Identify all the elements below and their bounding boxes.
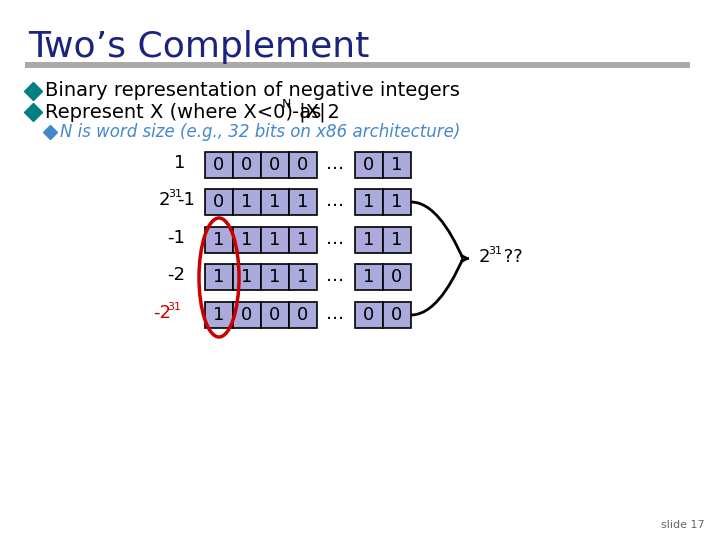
Text: 1: 1 bbox=[213, 231, 225, 249]
Text: 1: 1 bbox=[269, 268, 281, 286]
FancyBboxPatch shape bbox=[233, 152, 261, 178]
FancyBboxPatch shape bbox=[383, 152, 411, 178]
Text: -|X|: -|X| bbox=[292, 102, 325, 122]
Text: 1: 1 bbox=[241, 268, 253, 286]
FancyBboxPatch shape bbox=[205, 227, 233, 253]
Text: 1: 1 bbox=[213, 268, 225, 286]
Text: -2: -2 bbox=[153, 304, 171, 322]
Text: 1: 1 bbox=[391, 193, 402, 211]
Text: 31: 31 bbox=[167, 302, 181, 312]
Text: …: … bbox=[326, 230, 344, 248]
Text: Represent X (where X<0) as 2: Represent X (where X<0) as 2 bbox=[45, 103, 340, 122]
FancyBboxPatch shape bbox=[383, 302, 411, 328]
Text: N is word size (e.g., 32 bits on x86 architecture): N is word size (e.g., 32 bits on x86 arc… bbox=[60, 123, 460, 141]
Text: 0: 0 bbox=[241, 156, 253, 174]
FancyBboxPatch shape bbox=[205, 302, 233, 328]
Text: 0: 0 bbox=[213, 193, 225, 211]
Text: ??: ?? bbox=[498, 247, 523, 266]
Text: 1: 1 bbox=[297, 268, 309, 286]
FancyBboxPatch shape bbox=[289, 152, 317, 178]
Text: 1: 1 bbox=[297, 193, 309, 211]
FancyBboxPatch shape bbox=[355, 302, 383, 328]
Text: 0: 0 bbox=[297, 156, 309, 174]
Text: -1: -1 bbox=[177, 191, 195, 209]
Text: -1: -1 bbox=[167, 229, 185, 247]
Text: …: … bbox=[326, 192, 344, 210]
Text: 1: 1 bbox=[174, 154, 185, 172]
Text: Binary representation of negative integers: Binary representation of negative intege… bbox=[45, 82, 460, 100]
Text: N: N bbox=[282, 98, 292, 111]
FancyBboxPatch shape bbox=[233, 227, 261, 253]
Text: 1: 1 bbox=[213, 306, 225, 324]
FancyBboxPatch shape bbox=[383, 264, 411, 290]
Text: 0: 0 bbox=[364, 306, 374, 324]
Text: 0: 0 bbox=[269, 306, 281, 324]
Text: 1: 1 bbox=[241, 193, 253, 211]
Text: slide 17: slide 17 bbox=[662, 520, 705, 530]
Text: 0: 0 bbox=[241, 306, 253, 324]
FancyBboxPatch shape bbox=[233, 302, 261, 328]
Text: …: … bbox=[326, 267, 344, 285]
Text: 1: 1 bbox=[297, 231, 309, 249]
Text: 1: 1 bbox=[241, 231, 253, 249]
FancyBboxPatch shape bbox=[205, 152, 233, 178]
FancyBboxPatch shape bbox=[289, 227, 317, 253]
Text: 1: 1 bbox=[364, 231, 374, 249]
Text: …: … bbox=[326, 155, 344, 173]
Text: 1: 1 bbox=[269, 193, 281, 211]
FancyBboxPatch shape bbox=[355, 264, 383, 290]
FancyBboxPatch shape bbox=[355, 152, 383, 178]
Text: 0: 0 bbox=[213, 156, 225, 174]
Text: 0: 0 bbox=[364, 156, 374, 174]
FancyBboxPatch shape bbox=[261, 264, 289, 290]
FancyBboxPatch shape bbox=[289, 264, 317, 290]
Text: 31: 31 bbox=[168, 189, 182, 199]
FancyBboxPatch shape bbox=[261, 152, 289, 178]
Text: 0: 0 bbox=[392, 306, 402, 324]
Text: 2: 2 bbox=[159, 191, 171, 209]
Text: -2: -2 bbox=[167, 266, 185, 284]
FancyBboxPatch shape bbox=[289, 189, 317, 215]
Text: 1: 1 bbox=[269, 231, 281, 249]
Text: 1: 1 bbox=[391, 231, 402, 249]
Text: …: … bbox=[326, 305, 344, 323]
FancyBboxPatch shape bbox=[355, 227, 383, 253]
Text: 1: 1 bbox=[364, 193, 374, 211]
FancyBboxPatch shape bbox=[261, 189, 289, 215]
FancyBboxPatch shape bbox=[261, 302, 289, 328]
FancyBboxPatch shape bbox=[233, 189, 261, 215]
Text: 1: 1 bbox=[364, 268, 374, 286]
Text: 0: 0 bbox=[392, 268, 402, 286]
Text: 2: 2 bbox=[479, 247, 490, 266]
Text: 1: 1 bbox=[391, 156, 402, 174]
FancyBboxPatch shape bbox=[383, 189, 411, 215]
Text: 0: 0 bbox=[269, 156, 281, 174]
FancyBboxPatch shape bbox=[233, 264, 261, 290]
Text: Two’s Complement: Two’s Complement bbox=[28, 30, 369, 64]
Text: 31: 31 bbox=[488, 246, 502, 255]
FancyBboxPatch shape bbox=[355, 189, 383, 215]
FancyBboxPatch shape bbox=[25, 62, 690, 68]
FancyBboxPatch shape bbox=[383, 227, 411, 253]
FancyBboxPatch shape bbox=[205, 264, 233, 290]
FancyBboxPatch shape bbox=[205, 189, 233, 215]
Text: 0: 0 bbox=[297, 306, 309, 324]
FancyBboxPatch shape bbox=[261, 227, 289, 253]
FancyBboxPatch shape bbox=[289, 302, 317, 328]
